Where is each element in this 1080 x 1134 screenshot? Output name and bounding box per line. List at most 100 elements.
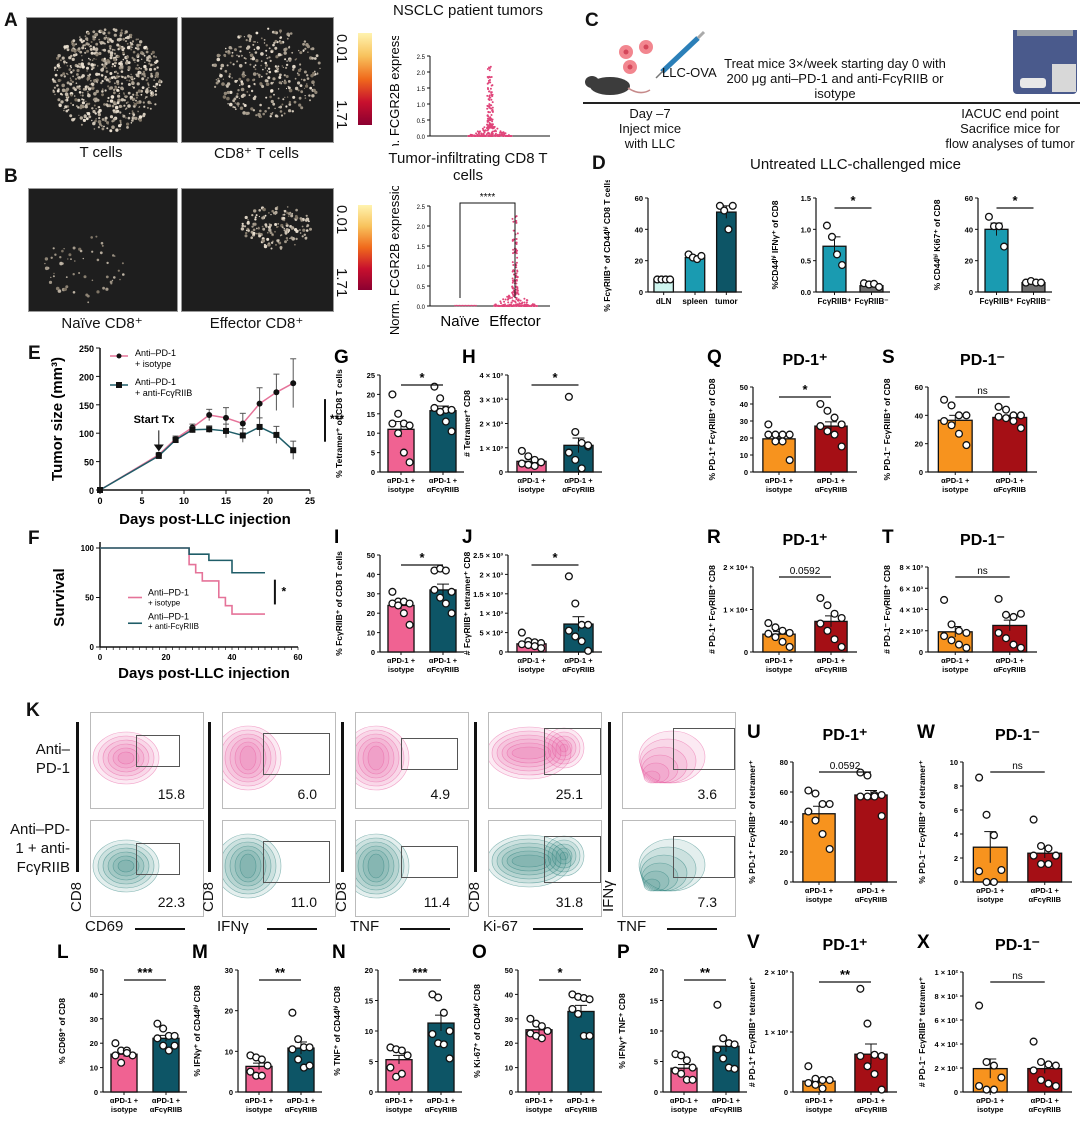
contour-ring	[224, 733, 272, 783]
violin-point	[486, 94, 489, 97]
umap-cell	[101, 80, 104, 83]
x-tick-label: isotype	[518, 485, 544, 494]
data-point	[430, 382, 439, 391]
violin-point	[510, 303, 512, 306]
umap-cell	[113, 88, 116, 91]
violin-point	[515, 282, 518, 285]
umap-cell	[237, 55, 241, 58]
umap-cell	[147, 101, 150, 103]
data-point	[728, 201, 737, 210]
umap-cell	[117, 269, 120, 272]
umap-cell	[142, 112, 146, 116]
umap-cell	[274, 230, 276, 233]
data-point	[870, 792, 879, 801]
umap-cell	[87, 79, 89, 82]
umap-cell	[240, 227, 245, 231]
data-point	[830, 413, 839, 422]
y-tick-label: 0	[369, 1088, 373, 1097]
umap-cell	[273, 93, 275, 96]
umap-cell	[265, 54, 268, 56]
umap-cell	[217, 77, 220, 80]
umap-cell	[100, 81, 103, 85]
umap-cell	[219, 74, 223, 78]
data-point	[771, 623, 780, 632]
umap-cell	[109, 129, 113, 133]
x-tick-label: αPD-1 +	[429, 476, 458, 485]
data-point	[720, 206, 729, 215]
data-point	[825, 799, 834, 809]
data-point	[153, 1034, 162, 1043]
umap-cell	[120, 98, 125, 102]
umap-cell	[63, 45, 67, 49]
violin-point	[523, 297, 526, 300]
umap-cell	[131, 46, 133, 48]
umap-cell	[91, 68, 93, 71]
umap-cell	[104, 116, 108, 120]
violin-point	[469, 304, 471, 307]
umap-cell	[236, 60, 239, 63]
flow-plot-3-1: 31.8	[486, 820, 602, 917]
x-tick-label: 20	[162, 653, 171, 662]
flow-plot-2-0: 4.9	[342, 712, 469, 809]
umap-cell	[100, 241, 104, 245]
significance-label: ****	[480, 192, 496, 203]
umap-cell	[298, 49, 300, 52]
umap-cell	[53, 272, 55, 275]
umap-cell	[72, 104, 75, 106]
data-point	[111, 1051, 120, 1060]
contour-ring	[92, 731, 160, 785]
contour-ring	[642, 870, 670, 892]
umap-cell	[214, 85, 217, 88]
umap-cell	[84, 51, 87, 54]
violin-point	[454, 304, 456, 307]
umap-cell	[81, 74, 85, 78]
data-point	[947, 636, 956, 645]
umap-cell	[81, 55, 83, 57]
umap-cell	[65, 276, 68, 278]
umap-cell	[152, 55, 156, 58]
umap-cell	[55, 286, 60, 291]
umap-cell	[63, 287, 67, 291]
umap-cell	[153, 67, 157, 71]
x-tick-label: αFcγRIIB	[285, 1105, 318, 1114]
data-point	[294, 1035, 303, 1044]
y-tick-label: 6	[954, 806, 958, 815]
umap-cell	[113, 75, 115, 78]
data-point	[1036, 859, 1046, 869]
umap-cell	[92, 121, 96, 126]
umap-cell	[107, 49, 111, 53]
flow-plot-1-0: 6.0	[214, 712, 336, 809]
umap-cell	[288, 88, 293, 93]
violin-point	[475, 304, 477, 307]
umap-cell	[96, 258, 100, 262]
umap-cell	[283, 227, 285, 230]
data-point	[585, 995, 594, 1004]
umap-cell	[100, 124, 103, 127]
umap-cell	[239, 50, 242, 53]
data-point	[994, 412, 1003, 421]
violin-point	[495, 130, 497, 133]
x-axis-bar	[667, 928, 717, 930]
significance-label: 0.0592	[830, 761, 861, 772]
umap-cell	[87, 32, 90, 35]
data-point	[543, 1026, 552, 1036]
violin-point	[515, 266, 518, 269]
umap-cell	[97, 126, 100, 129]
data-point	[263, 1061, 272, 1070]
umap-cell	[56, 56, 60, 60]
y-tick-label: 40	[505, 990, 513, 999]
data-point	[206, 412, 213, 419]
x-tick-label: αPD-1 +	[765, 476, 794, 485]
data-point	[1036, 841, 1046, 851]
violin-point	[512, 294, 515, 297]
panel-label: U	[747, 722, 761, 743]
umap-cell	[230, 54, 234, 58]
endpoint-line-1: IACUC end point	[961, 106, 1059, 121]
data-point	[823, 626, 832, 635]
umap-cell	[142, 72, 146, 76]
contour-ring	[547, 731, 581, 765]
umap-cell	[104, 119, 107, 122]
umap-cell	[64, 92, 69, 97]
data-point	[164, 1046, 173, 1055]
